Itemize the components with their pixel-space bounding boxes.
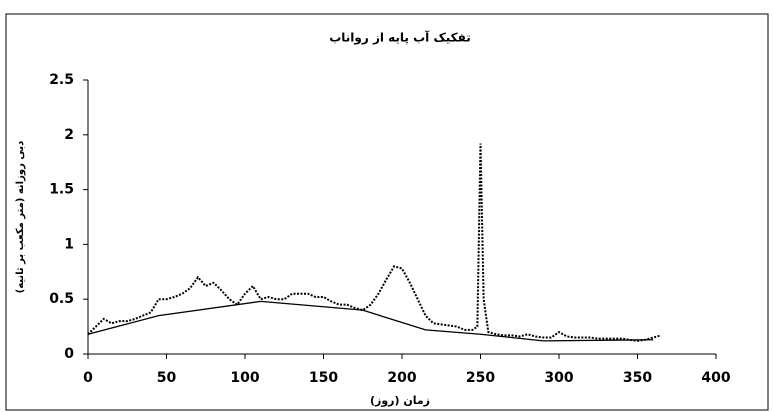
y-tick-label: 0 xyxy=(64,346,74,362)
chart-title: تفکیک آب پایه از رواناب xyxy=(329,30,471,46)
x-tick-label: 400 xyxy=(701,370,730,386)
y-tick-label: 2 xyxy=(64,127,74,143)
x-tick-label: 50 xyxy=(157,370,177,386)
y-tick-label: 0.5 xyxy=(49,291,74,307)
x-tick-label: 300 xyxy=(544,370,573,386)
y-axis-label: دبی روزانه (متر مکعب بر ثانیه) xyxy=(15,141,26,294)
x-tick-label: 150 xyxy=(309,370,338,386)
y-tick-label: 1 xyxy=(64,236,74,252)
y-tick-label: 1.5 xyxy=(49,182,74,198)
x-tick-label: 350 xyxy=(623,370,652,386)
x-tick-label: 200 xyxy=(387,370,416,386)
chart-frame xyxy=(6,14,768,410)
x-axis-label: زمان (روز) xyxy=(370,394,430,407)
x-tick-label: 0 xyxy=(83,370,93,386)
y-tick-label: 2.5 xyxy=(49,72,74,88)
x-tick-label: 100 xyxy=(230,370,259,386)
x-tick-label: 250 xyxy=(466,370,495,386)
chart: تفکیک آب پایه از رواناب زمان (روز) دبی ر… xyxy=(0,0,774,412)
